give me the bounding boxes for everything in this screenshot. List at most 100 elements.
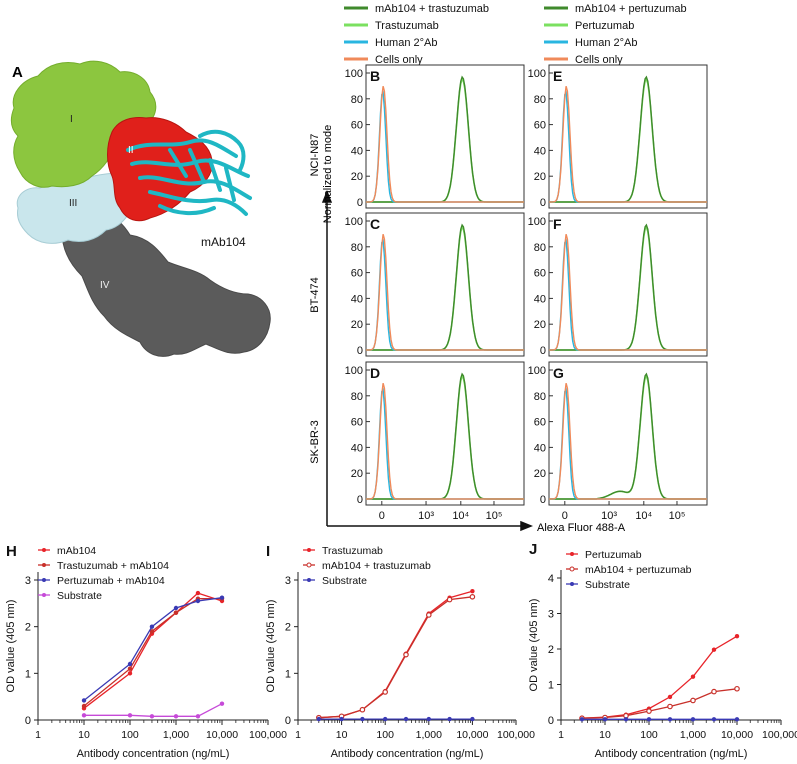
- flow-panel-frame: [365, 361, 525, 506]
- chart-x-tick-label: 100,000: [497, 729, 535, 741]
- chart-legend-label: Pertuzumab + mAb104: [57, 575, 165, 587]
- data-point: [579, 717, 585, 722]
- chart-x-tick-label: 100,000: [762, 729, 797, 741]
- antibody-ribbon: [126, 129, 252, 216]
- flow-axes: [321, 189, 534, 532]
- flow-y-tick-label: 40: [351, 442, 363, 454]
- flow-y-tick-label: 80: [351, 94, 363, 106]
- data-point: [623, 717, 629, 722]
- flow-y-tick-label: 60: [534, 268, 546, 280]
- flow-x-tick-label: 0: [379, 510, 385, 522]
- data-point: [711, 717, 717, 722]
- flow-panel-letter: B: [370, 68, 380, 84]
- chart-y-axis-label: OD value (405 nm): [5, 600, 17, 693]
- chart-y-tick-label: 3: [25, 575, 31, 587]
- flow-y-tick-label: 40: [534, 442, 546, 454]
- data-point: [734, 634, 740, 639]
- data-point: [690, 697, 696, 704]
- chart-y-tick-label: 0: [25, 715, 31, 727]
- chart-legend-label: Pertuzumab: [585, 549, 642, 561]
- flow-y-tick-label: 100: [528, 365, 546, 377]
- chart-legend-label: Substrate: [585, 579, 630, 591]
- flow-panel-letter: D: [370, 365, 380, 381]
- data-point: [149, 629, 155, 634]
- flow-y-tick-label: 80: [351, 242, 363, 254]
- flow-x-tick-label: 10⁴: [452, 510, 469, 522]
- data-point: [470, 716, 475, 722]
- flow-y-tick-label: 0: [357, 197, 363, 209]
- flow-panel-letter: F: [553, 216, 562, 232]
- domain-i-label: I: [70, 114, 73, 125]
- data-point: [81, 703, 87, 709]
- data-point: [195, 598, 201, 604]
- chart-y-tick-label: 2: [548, 644, 554, 656]
- chart-y-axis-label: OD value (405 nm): [528, 599, 540, 692]
- data-point: [447, 716, 452, 722]
- chart-x-tick-label: 100,000: [249, 729, 287, 741]
- flow-y-tick-label: 80: [534, 242, 546, 254]
- flow-panel-frame: [548, 64, 708, 209]
- flow-panel: C 0 20 40 60 80 100: [345, 212, 525, 357]
- data-point: [149, 714, 155, 719]
- data-point: [690, 674, 696, 679]
- chart-y-tick-label: 2: [25, 622, 31, 634]
- series-line: [318, 590, 473, 719]
- flow-y-tick-label: 40: [351, 145, 363, 157]
- flow-y-tick-label: 60: [351, 417, 363, 429]
- flow-histograms: B020406080100C020406080100D0204060801000…: [345, 64, 708, 522]
- panel-a-letter: A: [12, 64, 23, 81]
- flow-panel-letter: G: [553, 365, 564, 381]
- data-point: [690, 717, 696, 722]
- legend-label: Cells only: [375, 54, 423, 66]
- chart-x-tick-label: 10: [336, 729, 348, 741]
- chart-legend-marker: [42, 593, 46, 597]
- data-point: [81, 698, 87, 703]
- flow-panel-frame: [365, 64, 525, 209]
- chart-y-axis-label: OD value (405 nm): [265, 600, 277, 693]
- flow-y-tick-label: 20: [534, 319, 546, 331]
- chart-y-tick-label: 1: [285, 668, 291, 680]
- chart-y-tick-label: 2: [285, 622, 291, 634]
- chart-legend-marker: [42, 548, 46, 552]
- chart-legend-marker: [307, 578, 311, 582]
- chart-x-tick-label: 10: [599, 729, 611, 741]
- flow-panel: E 0 20 40 60 80 100: [528, 64, 708, 209]
- data-point: [360, 716, 365, 722]
- chart-y-tick-label: 1: [548, 680, 554, 692]
- flow-x-tick-label: 0: [562, 510, 568, 522]
- row-label-bt-474: BT-474: [309, 277, 321, 312]
- chart-x-tick-label: 100: [121, 729, 139, 741]
- chart-y-tick-label: 0: [548, 715, 554, 727]
- flow-panel: G 0 20 40 60 80 100 0 10³ 10⁴ 10⁵: [528, 361, 708, 522]
- flow-panel-frame: [548, 361, 708, 506]
- hist-cells-only: [549, 383, 707, 500]
- flow-y-tick-label: 0: [357, 345, 363, 357]
- chart-x-tick-label: 10,000: [456, 729, 488, 741]
- data-point: [127, 713, 133, 718]
- data-point: [711, 688, 717, 695]
- flow-legend-right: mAb104 + pertuzumab Pertuzumab Human 2°Ab C…: [544, 3, 687, 66]
- data-point: [173, 714, 179, 719]
- data-point: [81, 713, 87, 718]
- data-point: [711, 647, 717, 652]
- legend-label: Human 2°Ab: [575, 37, 638, 49]
- flow-y-tick-label: 80: [534, 391, 546, 403]
- hist-cells-only: [366, 383, 524, 500]
- panel-a: A I II III IV mAb104: [10, 60, 271, 357]
- series-line: [83, 592, 223, 709]
- hist-cells-only: [549, 234, 707, 351]
- flow-y-arrowhead: [321, 189, 333, 203]
- domain-iv-label: IV: [100, 280, 110, 291]
- row-label-sk-br-3: SK-BR-3: [309, 420, 321, 463]
- flow-y-tick-label: 60: [351, 120, 363, 132]
- chart-y-tick-label: 3: [548, 609, 554, 621]
- flow-x-tick-label: 10³: [601, 510, 617, 522]
- flow-x-tick-label: 10⁵: [669, 510, 686, 522]
- flow-y-axis-label: Normalized to mode: [322, 125, 334, 223]
- flow-y-tick-label: 0: [540, 197, 546, 209]
- data-point: [667, 717, 673, 722]
- data-point: [470, 589, 475, 594]
- data-point: [403, 716, 409, 722]
